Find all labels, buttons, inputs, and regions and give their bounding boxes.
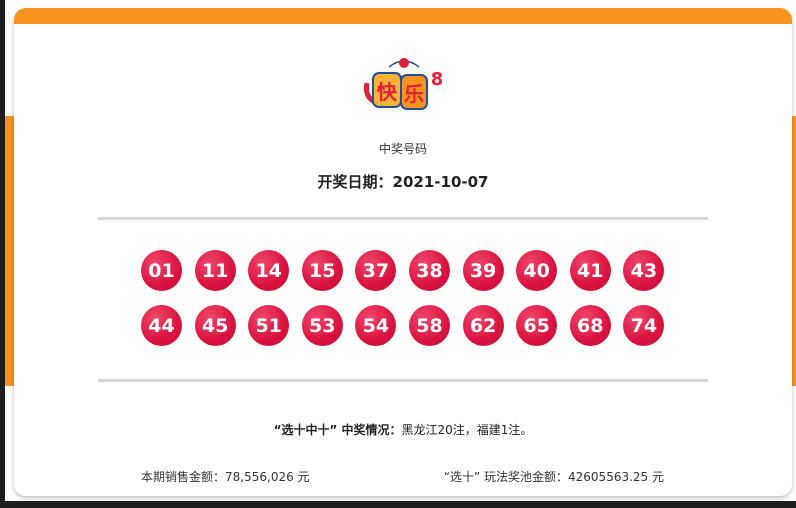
divider	[98, 379, 708, 382]
number-ball: 11	[194, 250, 236, 291]
number-ball: 14	[248, 250, 290, 291]
number-ball: 40	[516, 250, 558, 291]
draw-date-label: 开奖日期：	[317, 173, 393, 191]
number-ball: 54	[355, 305, 397, 346]
winning-detail: 黑龙江20注，福建1注。	[401, 423, 533, 437]
number-ball: 45	[194, 305, 236, 346]
divider	[98, 217, 708, 220]
number-ball: 43	[623, 250, 665, 291]
number-ball: 44	[141, 305, 182, 346]
pool-amount: “选十” 玩法奖池金额：42605563.25 元	[444, 468, 664, 485]
number-ball: 39	[462, 250, 504, 291]
number-ball: 37	[355, 250, 397, 291]
window-edge-bottom	[0, 501, 796, 508]
number-ball: 01	[141, 250, 182, 291]
number-ball: 41	[569, 250, 611, 291]
sales-value: 78,556,026 元	[225, 470, 310, 484]
card-header	[14, 8, 792, 24]
number-ball: 51	[248, 305, 290, 346]
winning-label: “选十中十” 中奖情况：	[273, 423, 402, 437]
result-card: 快 乐 8 中奖号码 开奖日期：2021-10-07 01 11 14 15 3…	[14, 8, 792, 496]
number-ball: 58	[408, 305, 450, 346]
draw-date-value: 2021-10-07	[392, 173, 489, 191]
number-balls: 01 11 14 15 37 38 39 40 41 43 44 45 51 5…	[141, 250, 681, 346]
winning-info: “选十中十” 中奖情况：黑龙江20注，福建1注。	[14, 421, 792, 438]
pool-label: “选十” 玩法奖池金额：	[443, 470, 569, 484]
kuaile8-logo: 快 乐 8	[364, 58, 444, 110]
pool-value: 42605563.25 元	[568, 470, 664, 484]
number-ball: 62	[462, 305, 504, 346]
sales-label: 本期销售金额：	[141, 470, 226, 484]
number-ball: 68	[569, 305, 611, 346]
number-ball: 38	[408, 250, 450, 291]
number-ball: 15	[301, 250, 343, 291]
svg-text:快: 快	[377, 80, 398, 104]
number-ball: 74	[623, 305, 665, 346]
draw-date: 开奖日期：2021-10-07	[14, 171, 792, 192]
number-ball: 53	[301, 305, 343, 346]
number-ball: 65	[516, 305, 558, 346]
subtitle: 中奖号码	[378, 142, 427, 156]
sales-amount: 本期销售金额：78,556,026 元	[141, 468, 310, 485]
svg-text:8: 8	[431, 69, 444, 90]
window-edge	[0, 0, 5, 508]
svg-text:乐: 乐	[404, 82, 424, 106]
